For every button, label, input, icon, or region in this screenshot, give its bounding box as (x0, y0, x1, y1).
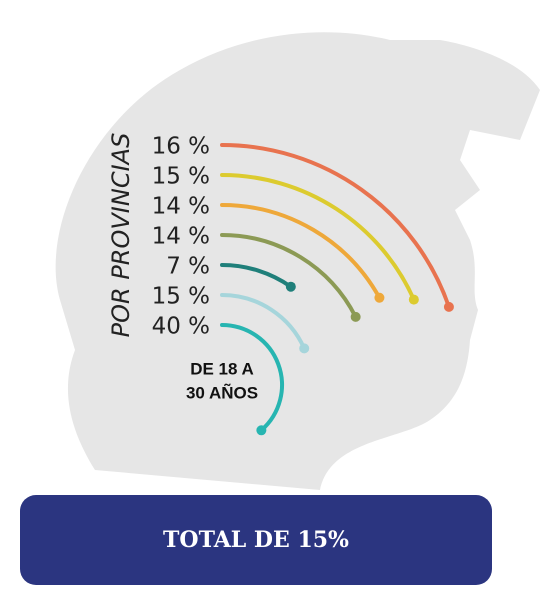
value-label: 15 % (152, 164, 210, 190)
value-label: 7 % (166, 254, 210, 280)
annotation: DE 18 A (190, 359, 254, 378)
arc-end (285, 281, 296, 292)
arc (220, 173, 416, 302)
value-label: 40 % (152, 314, 210, 340)
arc (220, 293, 307, 351)
head-silhouette (55, 32, 541, 490)
annotation: 30 AÑOS (186, 382, 258, 402)
arc-end (443, 301, 454, 312)
value-label: 15 % (152, 284, 210, 310)
arc (220, 233, 358, 319)
arc (220, 263, 293, 289)
arc-end (256, 425, 267, 436)
arc-end (299, 343, 310, 354)
arc (220, 323, 284, 433)
arc-end (374, 292, 385, 303)
total-banner (20, 495, 492, 585)
value-label: 16 % (152, 134, 210, 160)
arc-end (350, 311, 361, 322)
axis-label: POR PROVINCIAS (107, 133, 135, 338)
arc (220, 203, 382, 300)
total-label: TOTAL DE 15% (163, 527, 349, 553)
arc (220, 143, 451, 309)
arc-end (408, 294, 419, 305)
value-label: 14 % (152, 224, 210, 250)
value-label: 14 % (152, 194, 210, 220)
